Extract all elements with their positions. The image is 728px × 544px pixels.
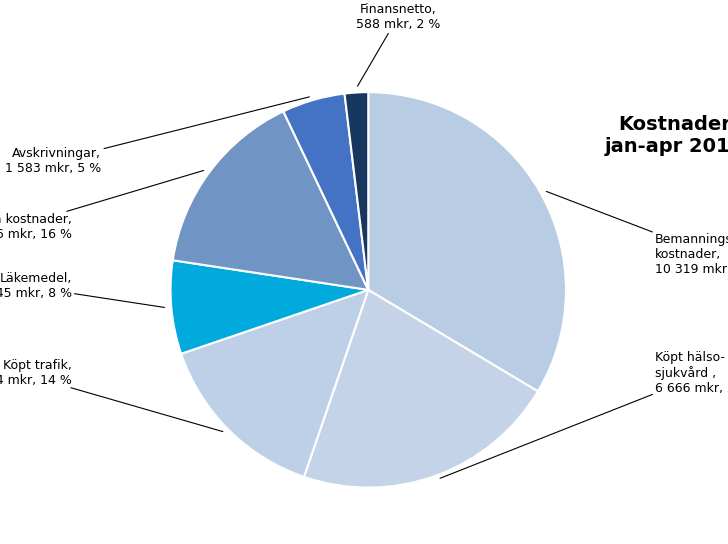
Text: Bemannings-
kostnader,
10 319 mkr, 34 %: Bemannings- kostnader, 10 319 mkr, 34 % [546, 191, 728, 276]
Wedge shape [173, 112, 368, 290]
Wedge shape [170, 260, 368, 354]
Text: Kostnader
jan-apr 2017: Kostnader jan-apr 2017 [605, 115, 728, 156]
Wedge shape [368, 92, 566, 391]
Wedge shape [283, 94, 368, 290]
Text: Köpt hälso- och
sjukvård ,
6 666 mkr, 22 %: Köpt hälso- och sjukvård , 6 666 mkr, 22… [440, 351, 728, 478]
Text: Läkemedel,
2 345 mkr, 8 %: Läkemedel, 2 345 mkr, 8 % [0, 272, 165, 307]
Text: Finansnetto,
588 mkr, 2 %: Finansnetto, 588 mkr, 2 % [356, 3, 440, 86]
Wedge shape [344, 92, 368, 290]
Text: Avskrivningar,
1 583 mkr, 5 %: Avskrivningar, 1 583 mkr, 5 % [5, 97, 309, 175]
Text: Köpt trafik,
4 454 mkr, 14 %: Köpt trafik, 4 454 mkr, 14 % [0, 359, 223, 431]
Wedge shape [304, 290, 538, 487]
Wedge shape [181, 290, 368, 477]
Text: Övriga kostnader,
4 776 mkr, 16 %: Övriga kostnader, 4 776 mkr, 16 % [0, 170, 204, 241]
